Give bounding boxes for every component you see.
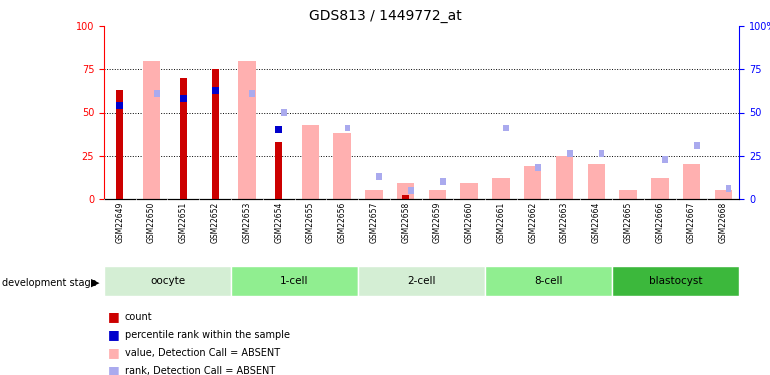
Text: ■: ■ [108, 346, 119, 359]
Text: ■: ■ [108, 310, 119, 323]
Bar [567, 150, 573, 158]
Text: value, Detection Call = ABSENT: value, Detection Call = ABSENT [125, 348, 280, 358]
Text: GSM22649: GSM22649 [116, 202, 124, 243]
Text: GSM22655: GSM22655 [306, 202, 315, 243]
Text: GSM22656: GSM22656 [338, 202, 346, 243]
Bar [715, 190, 732, 199]
Text: GSM22657: GSM22657 [370, 202, 378, 243]
Bar [377, 173, 382, 180]
Bar [651, 178, 668, 199]
Bar [683, 164, 700, 199]
Text: GDS813 / 1449772_at: GDS813 / 1449772_at [309, 9, 461, 23]
Text: GSM22652: GSM22652 [211, 202, 219, 243]
Bar [231, 266, 358, 296]
Text: GSM22653: GSM22653 [243, 202, 251, 243]
Text: rank, Detection Call = ABSENT: rank, Detection Call = ABSENT [125, 366, 275, 375]
Bar [116, 90, 123, 199]
Bar [212, 69, 219, 199]
Bar [402, 195, 409, 199]
Text: 8-cell: 8-cell [534, 276, 563, 286]
Bar [504, 124, 509, 132]
Text: GSM22663: GSM22663 [560, 202, 569, 243]
Bar [408, 187, 413, 194]
Text: development stage: development stage [2, 278, 96, 288]
Text: ▶: ▶ [91, 278, 99, 288]
Text: GSM22664: GSM22664 [592, 202, 601, 243]
Text: count: count [125, 312, 152, 322]
Text: GSM22665: GSM22665 [624, 202, 632, 243]
Text: 2-cell: 2-cell [407, 276, 436, 286]
Bar [485, 266, 612, 296]
Bar [492, 178, 510, 199]
Text: ■: ■ [108, 364, 119, 375]
Bar [154, 90, 159, 97]
Bar [440, 178, 446, 185]
Text: GSM22658: GSM22658 [401, 202, 410, 243]
Bar [116, 102, 123, 109]
Text: GSM22668: GSM22668 [719, 202, 728, 243]
Bar [725, 185, 731, 192]
Bar [556, 156, 573, 199]
Text: 1-cell: 1-cell [280, 276, 309, 286]
Bar [275, 126, 282, 133]
Bar [180, 95, 187, 102]
Bar [104, 266, 231, 296]
Text: GSM22660: GSM22660 [465, 202, 474, 243]
Text: percentile rank within the sample: percentile rank within the sample [125, 330, 290, 340]
Text: GSM22667: GSM22667 [687, 202, 696, 243]
Text: GSM22662: GSM22662 [528, 202, 537, 243]
Bar [460, 183, 478, 199]
Bar [358, 266, 485, 296]
Text: ■: ■ [108, 328, 119, 341]
Bar [212, 87, 219, 93]
Bar [344, 124, 350, 132]
Text: GSM22651: GSM22651 [179, 202, 188, 243]
Bar [429, 190, 446, 199]
Text: blastocyst: blastocyst [649, 276, 702, 286]
Bar [524, 166, 541, 199]
Bar [180, 78, 187, 199]
Bar [365, 190, 383, 199]
Bar [694, 142, 700, 149]
Text: GSM22661: GSM22661 [497, 202, 505, 243]
Bar [662, 156, 668, 162]
Bar [281, 109, 286, 116]
Text: GSM22650: GSM22650 [147, 202, 156, 243]
Bar [397, 183, 414, 199]
Bar [535, 164, 541, 171]
Text: GSM22659: GSM22659 [433, 202, 442, 243]
Bar [333, 133, 351, 199]
Text: GSM22666: GSM22666 [655, 202, 665, 243]
Bar [275, 142, 282, 199]
Bar [238, 61, 256, 199]
Bar [249, 90, 255, 97]
Bar [598, 150, 604, 158]
Bar [612, 266, 739, 296]
Text: GSM22654: GSM22654 [274, 202, 283, 243]
Bar [302, 124, 319, 199]
Bar [619, 190, 637, 199]
Bar [588, 164, 605, 199]
Bar [143, 61, 160, 199]
Text: oocyte: oocyte [150, 276, 185, 286]
